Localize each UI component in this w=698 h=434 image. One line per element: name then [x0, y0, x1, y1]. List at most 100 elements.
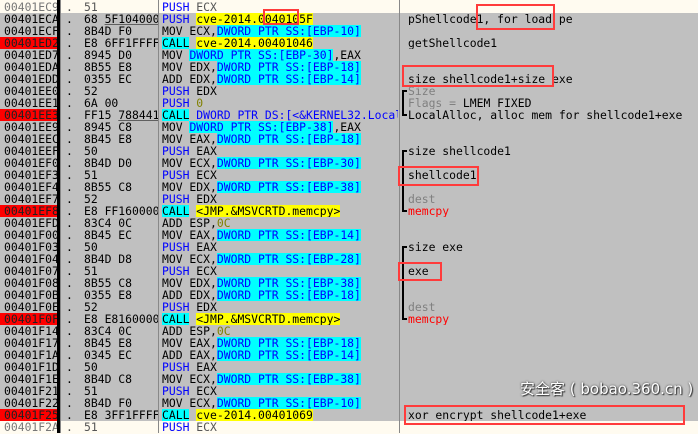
address-cell[interactable]: 00401F0B — [4, 288, 59, 302]
table-row[interactable]: 00401F21. 51 PUSH ECX — [0, 385, 698, 397]
table-row[interactable]: 00401EE3. FF15 78844100 CALL DWORD PTR DS:… — [0, 109, 698, 121]
disassembly-cell[interactable]: MOV ECX,DWORD PTR SS:[EBP-10] — [162, 25, 398, 37]
comment-cell[interactable]: size_exe — [408, 241, 696, 253]
table-row[interactable]: 00401EF4. 8B55 C8 MOV EDX,DWORD PTR SS:[EB… — [0, 181, 698, 193]
table-row[interactable]: 00401EDA. 8B55 E8 MOV EDX,DWORD PTR SS:[EB… — [0, 61, 698, 73]
table-row[interactable]: 00401ECA. 68 5F104000 PUSH cve-2014.004010… — [0, 13, 698, 25]
disassembly-cell[interactable]: PUSH ECX — [162, 421, 398, 433]
address-cell[interactable]: 00401F0F — [0, 313, 59, 325]
address-cell[interactable]: 00401F2A — [4, 420, 59, 434]
address-cell[interactable]: 00401F21 — [4, 384, 59, 398]
table-row[interactable]: 00401EF3. 51 PUSH ECX shellcode1 — [0, 169, 698, 181]
table-row[interactable]: 00401F00. 8B45 EC MOV EAX,DWORD PTR SS:[EB… — [0, 229, 698, 241]
comment-cell[interactable]: LocalAlloc, alloc mem for shellcode1+exe — [408, 109, 696, 121]
comment-cell[interactable]: getShellcode1 — [408, 37, 696, 49]
disassembly-cell[interactable]: PUSH 0 — [162, 97, 398, 109]
comment-cell[interactable]: Flags = LMEM_FIXED — [408, 97, 696, 109]
disassembly-cell[interactable]: MOV EAX,DWORD PTR SS:[EBP-18] — [162, 337, 398, 349]
disassembly-cell[interactable]: MOV ECX,DWORD PTR SS:[EBP-38] — [162, 373, 398, 385]
table-row[interactable]: 00401EF7. 52 PUSH EDX dest — [0, 193, 698, 205]
table-row[interactable]: 00401F1E. 8B4D C8 MOV ECX,DWORD PTR SS:[EB… — [0, 373, 698, 385]
table-row[interactable]: 00401EE0. 52 PUSH EDX Size — [0, 85, 698, 97]
table-row[interactable]: 00401EE1. 6A 00 PUSH 0 Flags = LMEM_FIXED — [0, 97, 698, 109]
address-cell[interactable]: 00401EE1 — [4, 96, 59, 110]
disassembly-cell[interactable]: PUSH ECX — [162, 265, 398, 277]
disassembly-cell[interactable]: MOV EDX,DWORD PTR SS:[EBP-38] — [162, 277, 398, 289]
address-cell[interactable]: 00401F25 — [0, 409, 59, 421]
address-cell[interactable]: 00401F1D — [4, 360, 59, 374]
disassembly-cell[interactable]: MOV DWORD PTR SS:[EBP-38],EAX — [162, 121, 398, 133]
table-row[interactable]: 00401EDD. 0355 EC ADD EDX,DWORD PTR SS:[EB… — [0, 73, 698, 85]
disassembly-cell[interactable]: MOV EAX,DWORD PTR SS:[EBP-14] — [162, 229, 398, 241]
disassembly-cell[interactable]: PUSH EDX — [162, 85, 398, 97]
disassembly-cell[interactable]: MOV EDX,DWORD PTR SS:[EBP-18] — [162, 61, 398, 73]
table-row[interactable]: 00401EF8. E8 FF160000 CALL <JMP.&MSVCRTD.m… — [0, 205, 698, 217]
address-cell[interactable]: 00401F1E — [4, 372, 59, 386]
address-cell[interactable]: 00401EE0 — [4, 84, 59, 98]
address-cell[interactable]: 00401F22 — [4, 396, 59, 410]
address-cell[interactable]: 00401ECF — [4, 24, 59, 38]
address-cell[interactable]: 00401F08 — [4, 276, 59, 290]
table-row[interactable]: 00401F0E. 52 PUSH EDX dest — [0, 301, 698, 313]
address-cell[interactable]: 00401EDD — [4, 72, 59, 86]
address-cell[interactable]: 00401F17 — [4, 336, 59, 350]
comment-cell[interactable]: dest — [408, 193, 696, 205]
disassembly-cell[interactable]: CALL cve-2014.00401046 — [162, 37, 398, 49]
disassembly-cell[interactable]: MOV ECX,DWORD PTR SS:[EBP-30] — [162, 157, 398, 169]
table-row[interactable]: 00401F25. E8 3FF1FFFF CALL cve-2014.004010… — [0, 409, 698, 421]
table-row[interactable]: 00401F1D. 50 PUSH EAX — [0, 361, 698, 373]
table-row[interactable]: 00401F03. 50 PUSH EAX size_exe — [0, 241, 698, 253]
table-row[interactable]: 00401EF0. 8B4D D0 MOV ECX,DWORD PTR SS:[EB… — [0, 157, 698, 169]
disassembly-cell[interactable]: ADD EAX,DWORD PTR SS:[EBP-14] — [162, 349, 398, 361]
table-row[interactable]: 00401F07. 51 PUSH ECX exe — [0, 265, 698, 277]
comment-cell[interactable]: Size — [408, 85, 696, 97]
address-cell[interactable]: 00401F04 — [4, 252, 59, 266]
disassembly-cell[interactable]: CALL <JMP.&MSVCRTD.memcpy> — [162, 205, 398, 217]
address-cell[interactable]: 00401F0E — [4, 300, 59, 314]
address-cell[interactable]: 00401EF3 — [4, 168, 59, 182]
comment-cell[interactable]: dest — [408, 301, 696, 313]
disassembly-cell[interactable]: CALL DWORD PTR DS:[<&KERNEL32.LocalAlloc… — [162, 109, 398, 121]
table-row[interactable]: 00401EEF. 50 PUSH EAX size_shellcode1 — [0, 145, 698, 157]
disassembly-cell[interactable]: MOV EDX,DWORD PTR SS:[EBP-38] — [162, 181, 398, 193]
address-cell[interactable]: 00401EEC — [4, 132, 59, 146]
table-row[interactable]: 00401ED7. 8945 D0 MOV DWORD PTR SS:[EBP-30… — [0, 49, 698, 61]
disassembly-cell[interactable]: PUSH ECX — [162, 169, 398, 181]
table-row[interactable]: 00401F08. 8B55 C8 MOV EDX,DWORD PTR SS:[EB… — [0, 277, 698, 289]
disassembly-cell[interactable]: MOV ECX,DWORD PTR SS:[EBP-28] — [162, 253, 398, 265]
comment-cell[interactable]: pShellcode1, for load pe — [408, 13, 696, 25]
disassembly-cell[interactable]: ADD ESP,0C — [162, 325, 398, 337]
table-row[interactable]: 00401ECF. 8B4D F0 MOV ECX,DWORD PTR SS:[EB… — [0, 25, 698, 37]
disassembly-cell[interactable]: ADD EDX,DWORD PTR SS:[EBP-18] — [162, 289, 398, 301]
comment-cell[interactable]: memcpy — [408, 313, 696, 325]
address-cell[interactable]: 00401ED2 — [0, 37, 59, 49]
address-cell[interactable]: 00401EE9 — [4, 120, 59, 134]
disassembly-cell[interactable]: PUSH EDX — [162, 193, 398, 205]
disassembly-cell[interactable]: PUSH EAX — [162, 361, 398, 373]
address-cell[interactable]: 00401EFD — [4, 216, 59, 230]
address-cell[interactable]: 00401EDA — [4, 60, 59, 74]
table-row[interactable]: 00401EC9. 51 PUSH ECX — [0, 1, 698, 13]
table-row[interactable]: 00401F0F. E8 E8160000 CALL <JMP.&MSVCRTD.m… — [0, 313, 698, 325]
disassembly-cell[interactable]: PUSH EAX — [162, 145, 398, 157]
address-cell[interactable]: 00401EF0 — [4, 156, 59, 170]
comment-cell[interactable]: xor encrypt shellcode1+exe — [408, 409, 696, 421]
address-cell[interactable]: 00401F03 — [4, 240, 59, 254]
comment-cell[interactable]: memcpy — [408, 205, 696, 217]
comment-cell[interactable]: exe — [408, 265, 696, 277]
address-cell[interactable]: 00401EF4 — [4, 180, 59, 194]
table-row[interactable]: 00401EFD. 83C4 0C ADD ESP,0C — [0, 217, 698, 229]
comment-cell[interactable]: size_shellcode1 — [408, 145, 696, 157]
disassembly-cell[interactable]: ADD ESP,0C — [162, 217, 398, 229]
table-row[interactable]: 00401EE9. 8945 C8 MOV DWORD PTR SS:[EBP-38… — [0, 121, 698, 133]
disassembly-cell[interactable]: MOV EAX,DWORD PTR SS:[EBP-18] — [162, 133, 398, 145]
table-row[interactable]: 00401F1A. 0345 EC ADD EAX,DWORD PTR SS:[EB… — [0, 349, 698, 361]
disassembly-cell[interactable]: PUSH ECX — [162, 1, 398, 13]
address-cell[interactable]: 00401ECA — [4, 12, 59, 26]
table-row[interactable]: 00401F04. 8B4D D8 MOV ECX,DWORD PTR SS:[EB… — [0, 253, 698, 265]
address-cell[interactable]: 00401F14 — [4, 324, 59, 338]
address-cell[interactable]: 00401EF8 — [0, 205, 59, 217]
address-cell[interactable]: 00401F07 — [4, 264, 59, 278]
disassembly-cell[interactable]: ADD EDX,DWORD PTR SS:[EBP-14] — [162, 73, 398, 85]
address-cell[interactable]: 00401F00 — [4, 228, 59, 242]
